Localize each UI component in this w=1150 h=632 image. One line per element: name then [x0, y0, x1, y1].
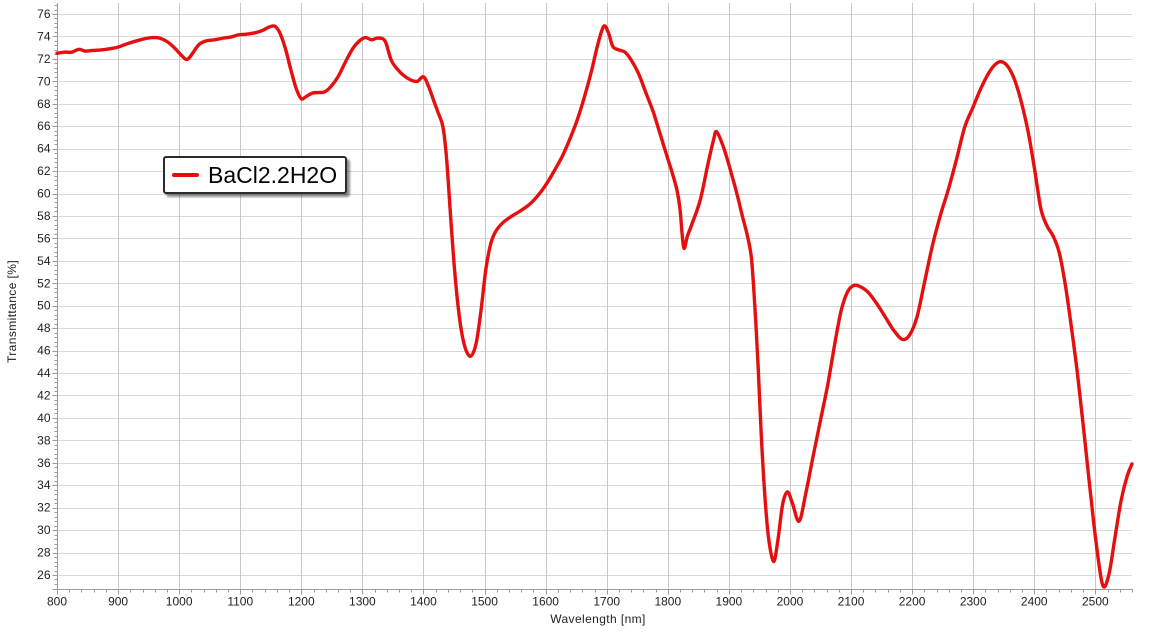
y-tick-label: 26	[37, 568, 51, 582]
x-axis-ticks	[57, 589, 1133, 595]
y-tick-label: 72	[37, 52, 51, 66]
x-tick-label: 900	[108, 595, 128, 609]
y-tick-label: 46	[37, 344, 51, 358]
y-tick-label: 76	[37, 7, 51, 21]
y-tick-label: 48	[37, 321, 51, 335]
x-tick-label: 1100	[227, 595, 253, 609]
y-tick-label: 74	[37, 29, 51, 43]
horizontal-gridlines	[57, 14, 1132, 576]
y-tick-labels: 26 28 30 32 34 36 38 40 42 44 46 48 50 52 54 56 58 60 62 64…	[37, 7, 51, 582]
vertical-gridlines	[118, 3, 1096, 589]
x-tick-labels: 800 900 1000 1100 1200 1300 1400 1500 1600 1700 18…	[47, 595, 1109, 609]
x-tick-label: 2300	[960, 595, 987, 609]
x-tick-label: 800	[47, 595, 67, 609]
y-tick-label: 36	[37, 456, 51, 470]
y-tick-label: 70	[37, 74, 51, 88]
x-axis-title: Wavelength [nm]	[550, 612, 646, 626]
x-tick-label: 1200	[288, 595, 315, 609]
y-tick-label: 58	[37, 209, 51, 223]
x-tick-label: 1300	[349, 595, 376, 609]
series	[55, 24, 1134, 589]
axes	[52, 3, 1133, 590]
x-tick-label: 2400	[1021, 595, 1048, 609]
x-tick-label: 1400	[410, 595, 437, 609]
y-tick-label: 30	[37, 523, 51, 537]
x-tick-label: 1000	[166, 595, 193, 609]
x-tick-label: 1500	[471, 595, 498, 609]
y-tick-label: 60	[37, 187, 51, 201]
y-tick-label: 54	[37, 254, 51, 268]
y-tick-label: 62	[37, 164, 51, 178]
y-tick-label: 44	[37, 366, 51, 380]
y-tick-label: 40	[37, 411, 51, 425]
y-tick-label: 50	[37, 299, 51, 313]
x-tick-label: 2000	[777, 595, 804, 609]
y-tick-label: 64	[37, 142, 51, 156]
y-tick-label: 68	[37, 97, 51, 111]
series-curve-bacl2-2h2o	[55, 24, 1134, 589]
y-axis-title: Transmittance [%]	[5, 259, 19, 363]
legend-box: BaCl2.2H2O	[163, 156, 347, 194]
x-tick-label: 2500	[1082, 595, 1109, 609]
y-tick-label: 32	[37, 501, 51, 515]
y-tick-label: 56	[37, 231, 51, 245]
legend-label: BaCl2.2H2O	[208, 161, 338, 188]
x-tick-label: 2100	[838, 595, 865, 609]
x-tick-label: 1800	[654, 595, 681, 609]
x-tick-label: 1600	[532, 595, 559, 609]
y-tick-label: 52	[37, 276, 51, 290]
y-tick-label: 66	[37, 119, 51, 133]
x-tick-label: 2200	[899, 595, 926, 609]
x-tick-label: 1700	[593, 595, 620, 609]
y-axis-ticks	[52, 5, 58, 585]
y-tick-label: 28	[37, 546, 51, 560]
legend-line-sample	[172, 173, 199, 177]
x-tick-label: 1900	[716, 595, 743, 609]
y-tick-label: 38	[37, 433, 51, 447]
y-tick-label: 34	[37, 478, 51, 492]
y-tick-label: 42	[37, 388, 51, 402]
